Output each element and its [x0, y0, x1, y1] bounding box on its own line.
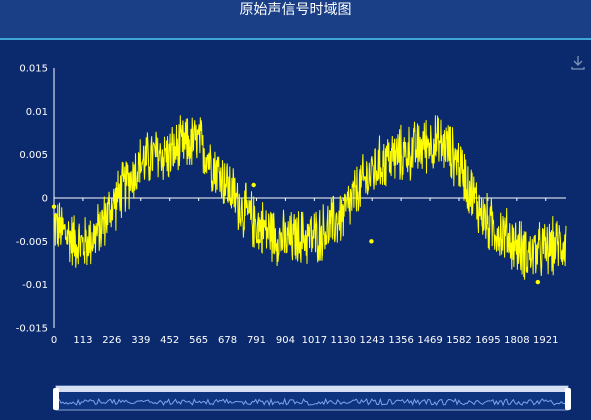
title-bar: 原始声信号时域图: [0, 0, 591, 40]
x-tick-label: 565: [189, 335, 208, 346]
zoom-slider-preview: [55, 397, 569, 407]
x-tick-label: 1017: [302, 335, 327, 346]
signal-line: [53, 115, 567, 280]
x-tick-label: 1469: [417, 335, 442, 346]
x-tick-label: 678: [218, 335, 237, 346]
y-tick-label: -0.005: [16, 237, 48, 248]
x-tick-label: 452: [160, 335, 179, 346]
zoom-slider-end-handle[interactable]: [565, 388, 571, 410]
signal-point: [369, 239, 374, 244]
x-tick-label: 1808: [504, 335, 529, 346]
x-tick-label: 113: [73, 335, 92, 346]
x-tick-label: 1695: [475, 335, 500, 346]
y-tick-label: -0.01: [22, 280, 48, 291]
signal-point: [251, 182, 256, 188]
x-tick-label: 1356: [388, 335, 413, 346]
x-tick-label: 1130: [331, 335, 356, 346]
x-tick-label: 791: [247, 335, 266, 346]
y-tick-label: 0.005: [19, 150, 48, 161]
x-tick-label: 1582: [446, 335, 471, 346]
zoom-slider-start-handle[interactable]: [53, 388, 59, 410]
x-tick-label: 904: [276, 335, 295, 346]
x-tick-label: 226: [102, 335, 121, 346]
x-tick-label: 0: [51, 335, 57, 346]
y-tick-label: 0: [42, 194, 48, 205]
download-icon[interactable]: [569, 54, 587, 72]
page-title: 原始声信号时域图: [239, 2, 352, 18]
signal-point: [256, 239, 261, 244]
y-tick-label: -0.015: [16, 324, 48, 335]
y-tick-label: 0.015: [19, 64, 48, 75]
y-tick-label: 0.01: [26, 107, 48, 118]
signal-point: [535, 279, 541, 285]
signal-point: [51, 204, 57, 209]
x-tick-label: 1921: [533, 335, 558, 346]
zoom-slider-selection: [56, 386, 568, 392]
x-tick-label: 1243: [359, 335, 384, 346]
x-tick-label: 339: [131, 335, 150, 346]
